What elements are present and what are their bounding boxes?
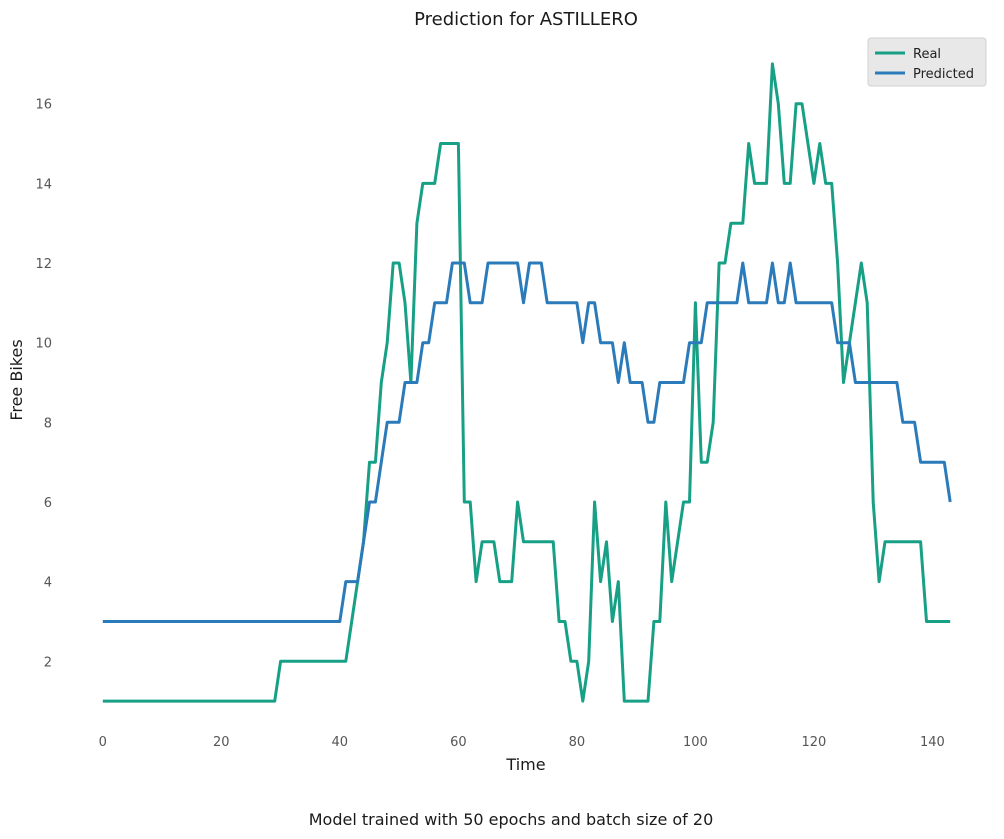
x-tick-label: 40: [332, 735, 349, 750]
x-tick-label: 120: [801, 735, 826, 750]
x-tick-label: 0: [99, 735, 107, 750]
x-tick-label: 20: [213, 735, 230, 750]
y-tick-label: 10: [35, 337, 52, 352]
series-line-predicted: [102, 261, 952, 623]
legend-label-real: Real: [913, 47, 941, 62]
legend: Real Predicted: [867, 37, 987, 87]
x-tick-label: 80: [569, 735, 586, 750]
x-axis-label: Time: [505, 755, 545, 774]
y-tick-label: 4: [44, 576, 52, 591]
x-tick-label: 140: [920, 735, 945, 750]
y-tick-label: 6: [44, 496, 52, 511]
y-tick-label: 12: [35, 257, 52, 272]
legend-label-predicted: Predicted: [913, 67, 974, 82]
y-axis-ticks: 2 4 6 8 10 12 14 16: [35, 98, 52, 671]
x-tick-label: 60: [450, 735, 467, 750]
plot-area: [102, 62, 952, 703]
y-tick-label: 2: [44, 655, 52, 670]
y-tick-label: 16: [35, 98, 52, 113]
series-line-real: [102, 62, 951, 703]
x-tick-label: 100: [683, 735, 708, 750]
y-axis-label: Free Bikes: [7, 339, 26, 420]
y-tick-label: 14: [35, 177, 52, 192]
chart-caption: Model trained with 50 epochs and batch s…: [309, 810, 714, 829]
y-tick-label: 8: [44, 416, 52, 431]
x-axis-ticks: 0 20 40 60 80 100 120 140: [99, 735, 945, 750]
chart-title: Prediction for ASTILLERO: [414, 9, 638, 30]
